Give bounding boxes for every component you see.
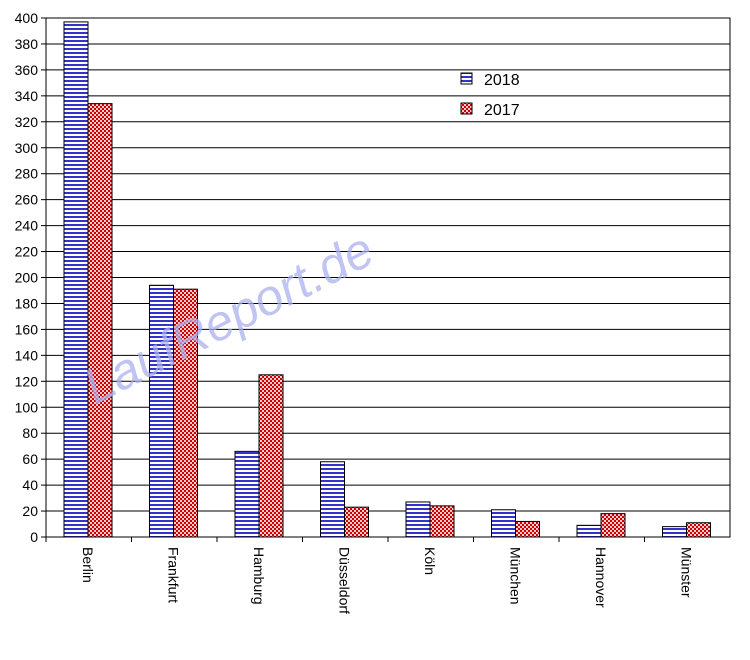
gridlines xyxy=(46,17,730,538)
legend-swatch-2017 xyxy=(460,102,473,115)
bars xyxy=(63,21,711,538)
y-tick-label: 240 xyxy=(15,218,39,234)
y-tick-labels: 0 20 40 60 80 100 120 140 160 180 200 220 240 260 280 3… xyxy=(15,10,39,545)
bar-2018-Berlin xyxy=(63,21,89,538)
watermark: LaufReport.de xyxy=(75,221,383,415)
bar-2017-Düsseldorf xyxy=(344,506,369,538)
x-category-label: Köln xyxy=(422,547,438,575)
y-tick-label: 20 xyxy=(22,503,38,519)
y-tick-label: 320 xyxy=(15,114,39,130)
y-tick-label: 160 xyxy=(15,321,39,337)
bar-2018-Hannover xyxy=(576,524,602,538)
y-tick-label: 300 xyxy=(15,140,39,156)
y-tick-label: 280 xyxy=(15,166,39,182)
y-tick-label: 220 xyxy=(15,244,39,260)
y-tick-label: 360 xyxy=(15,62,39,78)
bar-2017-Köln xyxy=(429,505,455,538)
y-tick-label: 140 xyxy=(15,347,39,363)
y-tick-label: 60 xyxy=(22,451,38,467)
x-category-label: Berlin xyxy=(80,547,96,583)
bar-2018-Köln xyxy=(405,501,431,538)
y-tick-label: 260 xyxy=(15,192,39,208)
y-tick-label: 40 xyxy=(22,477,38,493)
x-category-label: München xyxy=(508,547,524,605)
legend-swatch-2018 xyxy=(460,72,473,85)
y-tick-label: 400 xyxy=(15,10,39,26)
axes xyxy=(41,17,731,542)
x-category-label: Frankfurt xyxy=(166,547,182,603)
legend-label-2017: 2017 xyxy=(484,102,520,119)
x-category-label: Münster xyxy=(679,547,695,598)
legend-label-2018: 2018 xyxy=(484,72,520,89)
bar-2018-Düsseldorf xyxy=(320,461,345,538)
y-tick-label: 340 xyxy=(15,88,39,104)
bar-2017-Münster xyxy=(686,522,711,538)
bar-2017-Frankfurt xyxy=(173,288,198,538)
x-category-label: Düsseldorf xyxy=(337,547,353,614)
bar-2017-Hannover xyxy=(600,513,626,538)
bar-2017-München xyxy=(515,520,540,538)
legend: 2018 2017 xyxy=(460,72,520,119)
bar-2018-München xyxy=(491,509,516,538)
bar-2018-Münster xyxy=(662,526,687,538)
y-tick-label: 380 xyxy=(15,36,39,52)
y-tick-label: 120 xyxy=(15,373,39,389)
y-tick-label: 180 xyxy=(15,295,39,311)
y-tick-label: 200 xyxy=(15,270,39,286)
bar-2017-Berlin xyxy=(87,103,113,538)
x-category-labels: Berlin Frankfurt Hamburg Düsseldorf Köln Münc… xyxy=(80,547,695,614)
y-tick-label: 100 xyxy=(15,399,39,415)
y-tick-label: 80 xyxy=(22,425,38,441)
bar-2018-Hamburg xyxy=(234,450,260,538)
x-category-label: Hamburg xyxy=(251,547,267,605)
bar-2017-Hamburg xyxy=(258,374,284,538)
x-category-label: Hannover xyxy=(593,547,609,608)
y-tick-label: 0 xyxy=(30,529,38,545)
